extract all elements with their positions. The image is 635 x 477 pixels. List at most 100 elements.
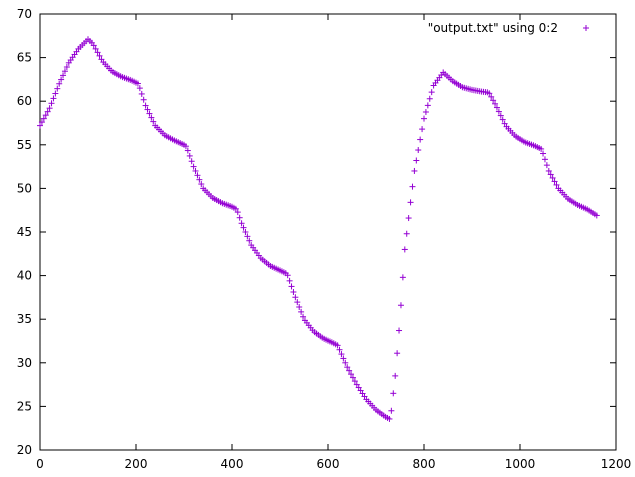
data-point [96,52,103,59]
data-point [194,172,201,179]
data-point [292,294,299,301]
y-tick-label: 25 [17,399,32,413]
y-tick-label: 65 [17,51,32,65]
data-point [497,112,504,119]
data-point [134,80,141,87]
data-point [232,205,239,212]
y-tick-label: 70 [17,7,32,21]
data-point [192,167,199,174]
x-tick-label: 1000 [505,457,536,471]
data-point [401,246,408,253]
data-point [198,181,205,188]
y-tick-label: 35 [17,312,32,326]
data-point [146,110,153,117]
data-point [60,72,67,79]
data-point [46,105,53,112]
data-point [394,350,401,357]
data-point [61,68,68,75]
data-point [92,45,99,52]
data-point [501,120,508,127]
x-tick-label: 800 [413,457,436,471]
y-tick-label: 45 [17,225,32,239]
x-tick-label: 600 [317,457,340,471]
data-point [407,199,414,206]
data-point [392,372,399,379]
data-point [426,95,433,102]
data-point [348,371,355,378]
data-point [144,106,151,113]
legend-label: "output.txt" using 0:2 [428,21,558,35]
ticks: 0 200 400 600 800 1000 1200 20 25 30 35 40 45 50 55 60 6… [17,7,632,471]
data-point [421,115,427,122]
legend-marker [583,25,589,31]
data-point [290,288,297,295]
data-point [246,237,253,244]
data-point [396,327,403,334]
data-point [142,102,149,109]
data-point [551,178,558,185]
data-point [390,390,397,397]
data-point [340,355,347,362]
data-point [499,116,506,123]
data-point [184,147,191,154]
data-point [234,209,241,216]
x-tick-label: 0 [36,457,44,471]
y-tick-label: 55 [17,138,32,152]
data-point [37,122,43,129]
data-point [397,302,404,309]
data-point [188,158,195,165]
data-point [298,308,305,315]
data-point [409,183,416,190]
data-point [52,90,59,97]
data-point [94,49,101,56]
data-point [405,215,412,222]
data-point [196,176,203,183]
data-point [58,76,65,83]
data-point [344,364,351,371]
data-point [190,163,197,170]
data-point [284,272,291,279]
data-point [428,89,435,96]
data-point [386,415,393,422]
data-point [182,143,189,150]
data-point [346,367,353,374]
data-point [413,157,420,164]
data-point [493,104,500,111]
data-point [490,97,497,104]
data-point [136,85,143,92]
y-tick-label: 20 [17,443,32,457]
data-point [417,136,424,143]
data-point [342,359,349,366]
data-point [150,118,157,125]
y-tick-label: 60 [17,94,32,108]
data-point [547,171,554,178]
data-point [244,233,251,240]
x-tick-label: 400 [221,457,244,471]
data-point [424,102,431,109]
data-point [549,174,556,181]
data-point [242,229,249,235]
data-point [351,378,358,385]
y-tick-label: 50 [17,181,32,195]
data-point [403,230,410,237]
data-point [54,85,61,92]
data-point [486,90,493,97]
legend-marker-symbol [583,25,589,31]
data-point [388,407,395,414]
data-point [48,100,55,107]
data-point [294,299,301,306]
data-point [419,126,426,133]
data-points [37,36,600,422]
data-point [44,108,51,115]
data-point [138,90,145,97]
data-point [40,115,47,122]
data-point [545,167,552,174]
y-tick-label: 30 [17,356,32,370]
data-point [240,224,247,231]
data-point [334,342,341,349]
data-point [140,96,147,103]
data-point [543,162,550,169]
data-point [540,150,547,157]
data-point [186,152,193,159]
data-point [422,109,429,116]
